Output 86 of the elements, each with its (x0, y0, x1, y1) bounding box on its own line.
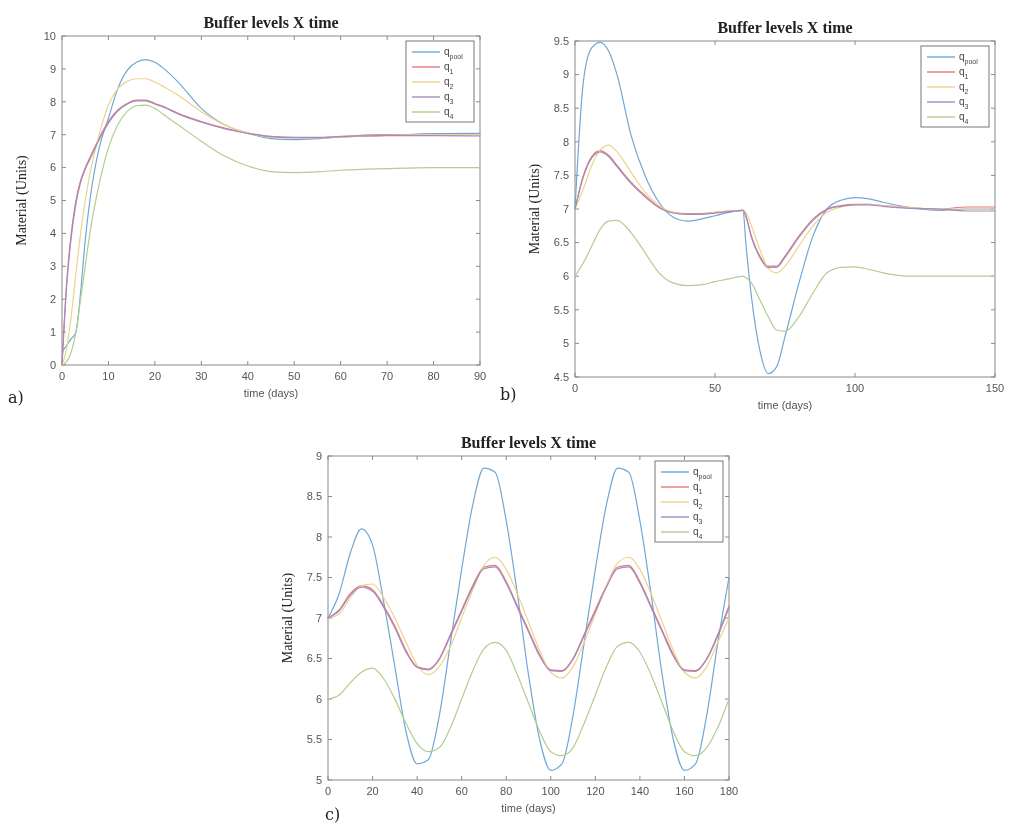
x-tick-label: 30 (195, 370, 208, 382)
text: c) (325, 805, 341, 824)
y-tick-label: 8 (562, 135, 569, 148)
x-tick-label: 150 (985, 382, 1005, 394)
x-tick-label: 0 (58, 370, 66, 382)
legend-label: q$_{pool}$ (444, 46, 464, 61)
y-tick-label: 2 (49, 293, 56, 306)
y-tick-label: 9 (49, 62, 56, 75)
x-tick-label: 140 (630, 785, 650, 797)
y-tick-label: 1 (49, 325, 56, 338)
x-tick-label: 60 (334, 370, 347, 382)
line-series (327, 641, 730, 757)
x-tick-label: 50 (288, 370, 301, 382)
y-tick-label: 6 (49, 161, 56, 174)
y-axis-title: Material (Units) (14, 154, 30, 246)
legend-label: q$_{3}$ (959, 96, 969, 110)
legend-label: q$_{3}$ (444, 91, 454, 105)
y-tick-label: 5 (562, 337, 569, 350)
text: b) (500, 385, 517, 404)
x-tick-label: 0 (571, 382, 579, 394)
y-tick-label: 8 (49, 95, 56, 108)
legend-label: q$_{3}$ (693, 511, 703, 525)
y-tick-label: 8 (315, 530, 322, 543)
y-tick-label: 6.5 (553, 236, 569, 249)
x-tick-label: 20 (148, 370, 162, 382)
y-tick-label: 10 (43, 29, 56, 42)
legend-label: q$_{pool}$ (693, 466, 713, 481)
line-series (327, 467, 730, 771)
x-tick-label: 40 (241, 370, 254, 382)
line-series (574, 41, 996, 375)
y-tick-label: 8.5 (553, 102, 569, 115)
legend-label: q$_{2}$ (959, 81, 969, 95)
chart-title: Buffer levels X time (717, 19, 853, 36)
y-tick-label: 7 (49, 128, 56, 141)
y-tick-label: 9 (315, 449, 322, 462)
legend-label: q$_{1}$ (444, 61, 454, 75)
y-tick-label: 7.5 (306, 571, 322, 584)
x-tick-label: 90 (473, 370, 487, 382)
y-tick-label: 9.5 (553, 34, 569, 47)
y-tick-label: 7 (315, 611, 322, 624)
x-axis-title: time (days) (501, 802, 556, 814)
y-tick-label: 5.5 (306, 733, 322, 746)
y-tick-label: 5 (49, 194, 56, 207)
legend-label: q$_{1}$ (693, 481, 703, 495)
x-tick-label: 50 (708, 382, 722, 394)
y-tick-label: 8.5 (306, 490, 322, 503)
line-series (574, 219, 996, 332)
x-tick-label: 10 (102, 370, 115, 382)
chart-title: Buffer levels X time (460, 434, 597, 451)
y-tick-label: 5.5 (553, 303, 569, 316)
legend-label: q$_{4}$ (444, 106, 454, 120)
y-axis-title: Material (Units) (527, 163, 543, 255)
x-axis-title: time (days) (757, 399, 813, 411)
x-axis-title: time (days) (243, 387, 299, 399)
x-tick-label: 70 (380, 370, 394, 382)
x-tick-label: 80 (500, 785, 513, 797)
y-tick-label: 6.5 (306, 652, 322, 665)
y-tick-label: 7 (562, 202, 569, 215)
text: a) (8, 388, 24, 407)
y-tick-label: 0 (49, 358, 56, 371)
legend-label: q$_{4}$ (959, 111, 969, 125)
y-tick-label: 7.5 (553, 169, 569, 182)
legend-label: q$_{2}$ (444, 76, 454, 90)
x-tick-label: 160 (675, 785, 694, 797)
legend-label: q$_{1}$ (959, 66, 969, 80)
x-tick-label: 0 (324, 785, 332, 797)
y-tick-label: 5 (315, 773, 322, 786)
x-tick-label: 20 (366, 785, 379, 797)
y-tick-label: 3 (49, 260, 56, 273)
y-tick-label: 6 (562, 270, 569, 283)
y-tick-label: 4.5 (553, 370, 569, 383)
y-axis-title: Material (Units) (280, 572, 296, 664)
y-tick-label: 4 (49, 227, 56, 240)
x-tick-label: 100 (845, 382, 865, 394)
legend-label: q$_{2}$ (693, 496, 703, 510)
x-tick-label: 40 (410, 785, 424, 797)
x-tick-label: 100 (541, 785, 560, 797)
x-tick-label: 120 (586, 785, 605, 797)
x-tick-label: 60 (455, 785, 468, 797)
y-tick-label: 6 (315, 692, 322, 705)
legend-label: q$_{4}$ (693, 526, 703, 540)
y-tick-label: 9 (562, 68, 569, 81)
chart-title: Buffer levels X time (203, 14, 339, 31)
legend-label: q$_{pool}$ (959, 51, 979, 66)
x-tick-label: 180 (719, 785, 739, 797)
x-tick-label: 80 (427, 370, 440, 382)
